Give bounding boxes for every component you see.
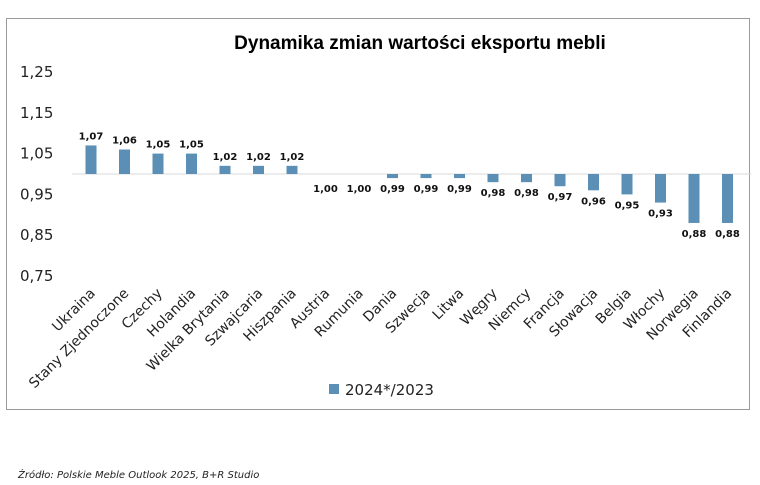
y-tick-label: 1,05 — [20, 145, 53, 163]
bar — [655, 174, 666, 203]
data-label: 1,02 — [246, 152, 271, 163]
bar — [621, 174, 633, 195]
bar — [420, 174, 432, 179]
bar — [688, 174, 700, 223]
legend-swatch — [329, 384, 339, 394]
data-labels: 1,07 1,06 1,05 1,05 1,02 1,02 1,02 1,00 1,00 0,99… — [79, 131, 740, 240]
data-label: 1,06 — [112, 136, 137, 147]
chart: Dynamika zmian wartości eksportu mebli 1… — [20, 33, 752, 399]
bar — [119, 149, 130, 174]
bar — [554, 174, 566, 187]
bar — [722, 174, 733, 223]
y-tick-label: 0,75 — [20, 267, 53, 285]
bar — [588, 174, 599, 191]
y-axis: 1,25 1,15 1,05 0,95 0,85 0,75 — [20, 63, 53, 285]
bar — [387, 174, 398, 179]
bar — [286, 165, 298, 174]
data-label: 0,93 — [648, 209, 673, 220]
bar — [454, 174, 465, 179]
bars — [85, 145, 733, 223]
data-label: 1,05 — [146, 140, 171, 151]
y-tick-label: 0,95 — [20, 185, 53, 203]
legend: 2024*/2023 — [329, 381, 434, 399]
data-label: 1,00 — [313, 184, 338, 195]
data-label: 0,98 — [481, 188, 506, 199]
chart-title: Dynamika zmian wartości eksportu mebli — [234, 33, 606, 54]
bar — [521, 174, 532, 183]
bar — [186, 153, 197, 174]
data-label: 0,99 — [447, 184, 472, 195]
source-note: Źródło: Polskie Meble Outlook 2025, B+R … — [18, 470, 260, 481]
data-label: 0,99 — [414, 184, 439, 195]
data-label: 0,95 — [615, 200, 640, 211]
bar — [152, 153, 164, 174]
bar — [219, 165, 231, 174]
data-label: 0,97 — [548, 192, 573, 203]
data-label: 0,88 — [682, 229, 707, 240]
bar — [85, 145, 97, 174]
bar — [253, 165, 264, 174]
data-label: 0,96 — [581, 196, 606, 207]
legend-label: 2024*/2023 — [345, 381, 434, 399]
data-label: 1,02 — [280, 152, 305, 163]
data-label: 1,02 — [213, 152, 238, 163]
chart-frame — [6, 18, 750, 410]
y-tick-label: 1,25 — [20, 63, 53, 81]
data-label: 0,99 — [380, 184, 405, 195]
data-label: 0,98 — [514, 188, 539, 199]
data-label: 1,07 — [79, 131, 104, 142]
bar — [487, 174, 499, 183]
data-label: 0,88 — [715, 229, 740, 240]
data-label: 1,00 — [347, 184, 372, 195]
y-tick-label: 0,85 — [20, 226, 53, 244]
data-label: 1,05 — [179, 140, 204, 151]
y-tick-label: 1,15 — [20, 104, 53, 122]
